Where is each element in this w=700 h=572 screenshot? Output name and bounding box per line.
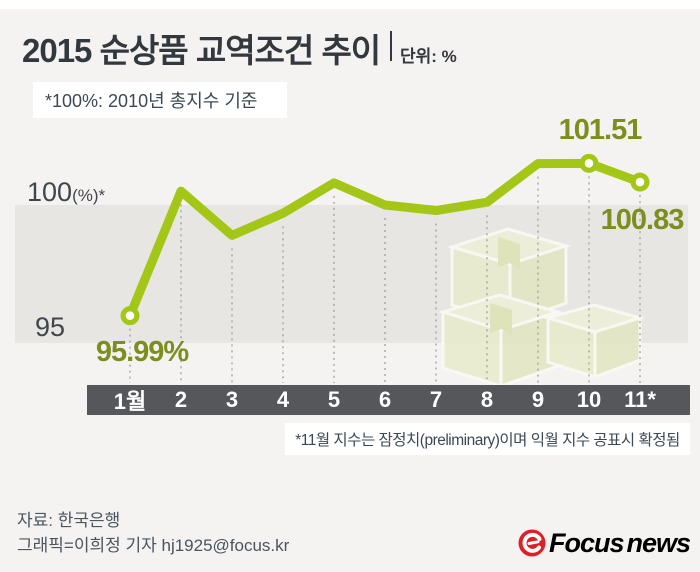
page-title: 2015 순상품 교역조건 추이	[22, 32, 381, 69]
x-axis-label: 1월	[113, 389, 147, 414]
preliminary-note: *11월 지수는 잠정치(preliminary)이며 익월 지수 공표시 확정…	[285, 423, 690, 455]
x-axis-label: 2	[174, 387, 188, 412]
focus-news-icon	[518, 529, 546, 557]
x-axis-label: 7	[429, 387, 443, 412]
baseline-note: *100%: 2010년 총지수 기준	[33, 82, 287, 118]
logo-text-news: news	[626, 527, 691, 558]
data-point-marker-center	[125, 311, 135, 320]
y-axis-label-100-suffix: (%)*	[72, 186, 106, 205]
x-axis-label: 10	[576, 387, 602, 412]
focus-news-logo: Focus news	[518, 527, 691, 558]
logo-text-focus: Focus	[548, 527, 625, 558]
x-axis-label: 11*	[624, 387, 656, 412]
x-axis-bar: 1월 2 3 4 5 6 7 8 9 10 11*	[87, 385, 690, 415]
x-axis-label: 8	[480, 387, 494, 412]
x-axis-label: 3	[225, 387, 239, 412]
source-line: 자료: 한국은행	[17, 511, 121, 530]
y-axis-label-95: 95	[35, 312, 66, 342]
top-white-strip	[0, 0, 700, 9]
x-axis-label: 6	[378, 387, 392, 412]
data-point-marker-center	[584, 159, 594, 168]
y-axis-label-100: 100(%)*	[27, 177, 105, 208]
y-axis-label-100-value: 100	[27, 177, 73, 207]
x-axis-label: 4	[276, 387, 290, 412]
title-separator	[390, 31, 392, 61]
data-point-marker-center	[635, 177, 645, 187]
x-axis-label: 9	[531, 387, 545, 412]
credit-line: 그래픽=이희정 기자 hj1925@focus.kr	[17, 536, 290, 555]
unit-label: 단위: %	[400, 47, 457, 66]
terms-of-trade-line	[125, 158, 645, 321]
x-axis-label: 5	[327, 387, 341, 412]
